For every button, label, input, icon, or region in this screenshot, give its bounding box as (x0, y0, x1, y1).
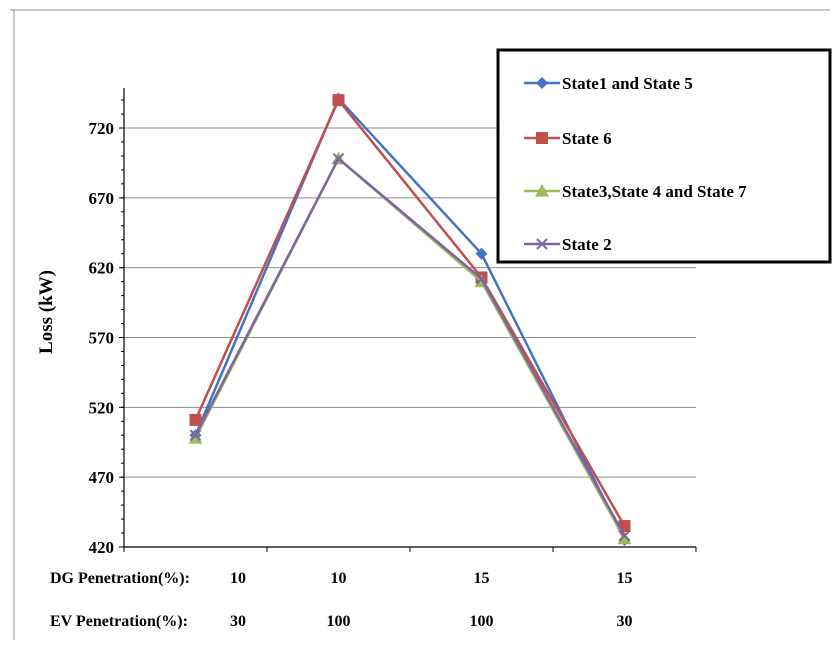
x-tick-label: 30 (230, 613, 246, 630)
y-tick-label: 670 (89, 189, 115, 208)
data-point (189, 413, 202, 426)
x-tick-label: 100 (327, 613, 351, 630)
series-2 (189, 94, 631, 533)
x-tick-label: 30 (617, 613, 633, 630)
legend-label: State3,State 4 and State 7 (562, 182, 747, 201)
series-line (194, 96, 626, 541)
category-row-label: DG Penetration(%): (50, 570, 190, 587)
legend-marker (536, 77, 548, 89)
y-tick-label: 520 (89, 398, 115, 417)
x-tick-label: 15 (617, 570, 633, 587)
data-point (618, 530, 631, 542)
axes (119, 88, 697, 552)
data-point (188, 431, 203, 444)
y-tick-label: 470 (89, 468, 115, 487)
series-line (194, 97, 626, 527)
legend-item: State1 and State 5 (524, 74, 693, 93)
gridlines (124, 127, 696, 478)
data-point (475, 247, 488, 260)
data-point (617, 531, 632, 545)
x-tick-label: 10 (230, 570, 246, 587)
x-tick-label: 100 (470, 613, 494, 630)
category-rows: DG Penetration(%): 10 10 15 15 EV Penetration… (50, 570, 633, 630)
data-point (189, 429, 202, 441)
data-point (332, 94, 345, 107)
y-tick-label: 570 (89, 329, 115, 348)
y-tick-label: 420 (89, 538, 115, 557)
x-tick-label: 10 (331, 570, 347, 587)
category-row-label: EV Penetration(%): (50, 613, 188, 630)
legend-item: State 6 (524, 129, 612, 148)
y-axis-title: Loss (kW) (36, 270, 57, 354)
series-group (188, 92, 632, 547)
data-point (332, 153, 345, 165)
series-line (194, 156, 626, 537)
data-point (475, 273, 488, 285)
x-tick-label: 15 (474, 570, 490, 587)
legend-marker (536, 238, 548, 250)
series-4 (189, 153, 631, 542)
legend-marker (536, 132, 548, 144)
legend-box (496, 48, 832, 264)
y-tick-label: 720 (89, 119, 115, 138)
y-tick-label: 620 (89, 259, 115, 278)
legend-item: State 2 (524, 235, 612, 254)
legend-label: State 2 (562, 235, 612, 254)
y-tick-labels: 420 470 520 570 620 670 720 (89, 119, 115, 557)
legend-item: State3,State 4 and State 7 (524, 182, 747, 201)
legend-label: State1 and State 5 (562, 74, 693, 93)
legend-marker (535, 184, 549, 197)
legend-label: State 6 (562, 129, 612, 148)
legend: State1 and State 5 State 6 State3,State 4 … (496, 48, 832, 264)
